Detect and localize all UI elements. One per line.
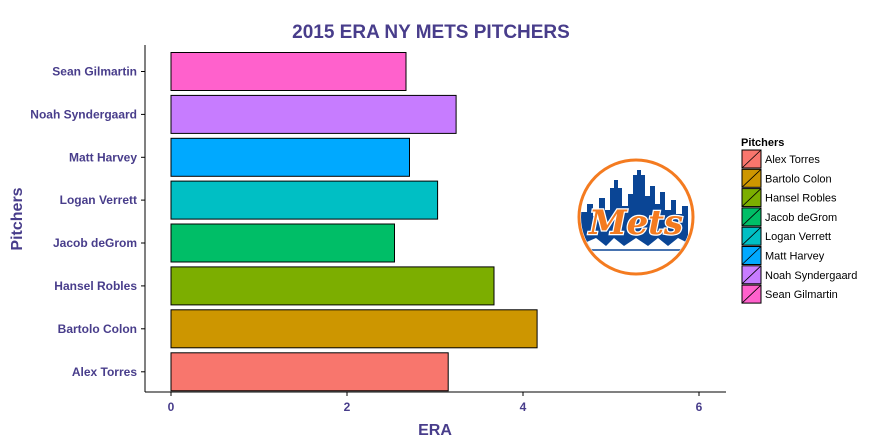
x-ticks: 0 2 4 6 bbox=[168, 392, 703, 414]
legend-label: Noah Syndergaard bbox=[765, 270, 857, 282]
legend-key bbox=[741, 168, 762, 188]
y-tick-label: Jacob deGrom bbox=[53, 236, 137, 250]
y-tick-label: Sean Gilmartin bbox=[52, 65, 137, 79]
legend-key bbox=[741, 188, 762, 208]
logo-wordmark: Mets bbox=[588, 203, 683, 243]
legend-key bbox=[741, 207, 762, 227]
bar-jacob-degrom bbox=[170, 223, 395, 263]
legend-label: Sean Gilmartin bbox=[765, 289, 838, 301]
legend-label: Jacob deGrom bbox=[765, 212, 837, 224]
y-tick-label: Logan Verrett bbox=[60, 193, 137, 207]
logo-skyline bbox=[581, 170, 690, 252]
mets-logo: Mets bbox=[577, 158, 695, 276]
legend-label: Alex Torres bbox=[765, 154, 820, 166]
legend-label: Bartolo Colon bbox=[765, 173, 832, 185]
bars-group bbox=[170, 52, 538, 392]
bar-sean-gilmartin bbox=[170, 52, 407, 91]
x-tick-label: 6 bbox=[696, 400, 703, 414]
bar-alex-torres bbox=[170, 352, 449, 392]
y-tick-label: Matt Harvey bbox=[69, 150, 137, 164]
y-tick-label: Bartolo Colon bbox=[58, 322, 137, 336]
legend-key bbox=[741, 284, 762, 304]
bar-hansel-robles bbox=[170, 266, 495, 306]
legend-label: Matt Harvey bbox=[765, 251, 825, 263]
bar-logan-verrett bbox=[170, 180, 439, 220]
y-tick-label: Alex Torres bbox=[72, 365, 137, 379]
legend-key bbox=[741, 226, 762, 246]
legend-title: Pitchers bbox=[741, 137, 784, 149]
x-tick-label: 0 bbox=[168, 400, 175, 414]
legend-key bbox=[741, 149, 762, 169]
bar-bartolo-colon bbox=[170, 309, 538, 349]
legend: Alex Torres Bartolo Colon Hansel Robles Jac… bbox=[741, 149, 857, 304]
y-axis-title: Pitchers bbox=[9, 187, 26, 250]
bar-matt-harvey bbox=[170, 137, 410, 177]
chart-title: 2015 ERA NY METS PITCHERS bbox=[292, 22, 570, 43]
legend-key bbox=[741, 265, 762, 285]
bar-noah-syndergaard bbox=[170, 94, 457, 134]
x-axis-title: ERA bbox=[418, 422, 452, 439]
legend-key bbox=[741, 246, 762, 265]
y-tick-label: Hansel Robles bbox=[54, 279, 137, 293]
x-tick-label: 4 bbox=[520, 400, 527, 414]
y-tick-label: Noah Syndergaard bbox=[30, 107, 137, 121]
legend-label: Hansel Robles bbox=[765, 193, 837, 205]
legend-label: Logan Verrett bbox=[765, 231, 831, 243]
y-tick-labels: Alex Torres Bartolo Colon Hansel Robles Jac… bbox=[30, 65, 145, 379]
x-tick-label: 2 bbox=[344, 400, 351, 414]
